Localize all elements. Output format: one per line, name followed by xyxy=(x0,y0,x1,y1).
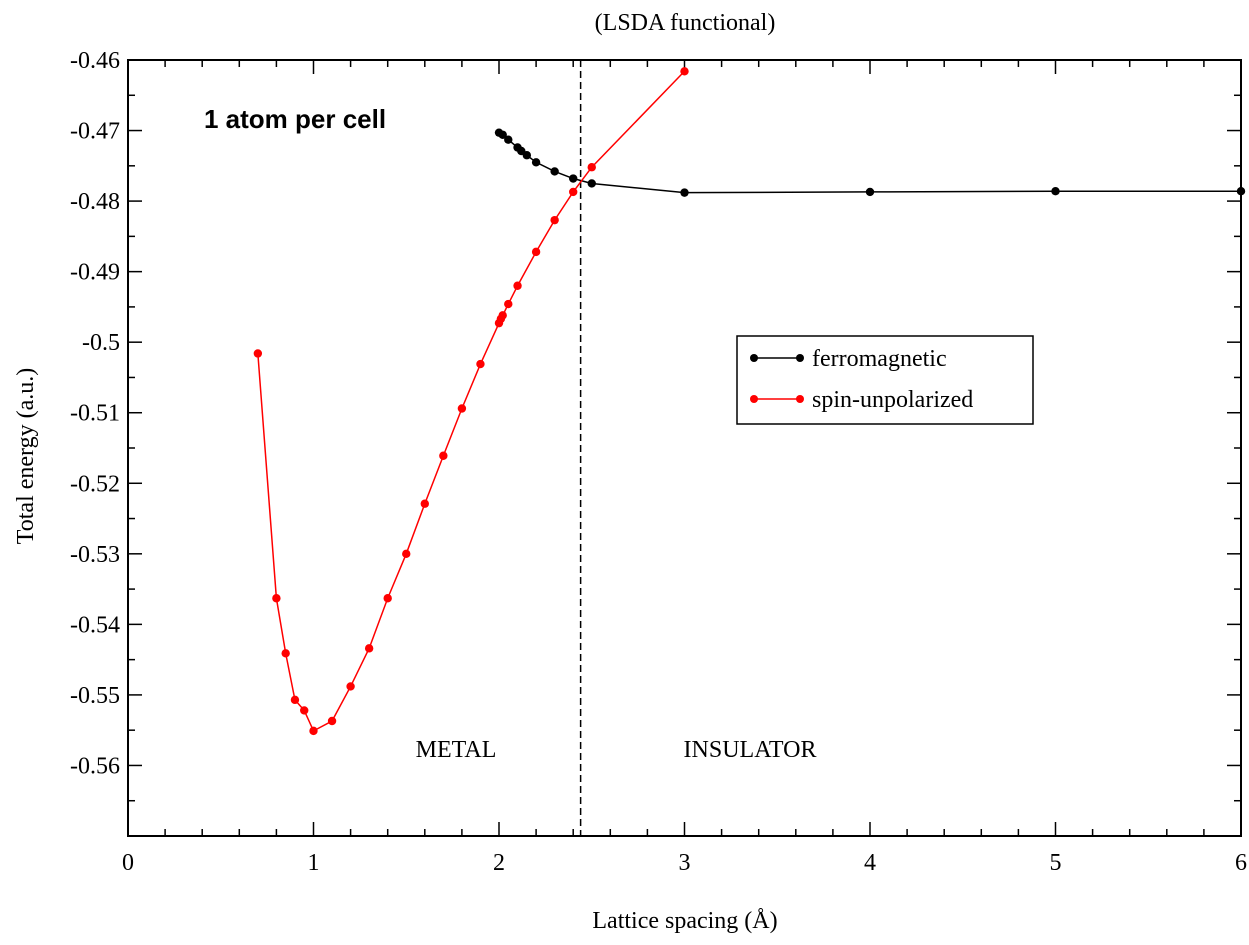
data-point-series-0 xyxy=(522,151,532,160)
plot-area: 0 1 2 3 4 5 6 -0.46 -0.47 -0.48 -0.49 -0.5 -0.51 -0.5… xyxy=(70,48,1247,876)
legend: ferromagnetic spin-unpolarized xyxy=(736,335,1034,425)
data-point-series-1 xyxy=(550,215,559,225)
x-tick-label: 2 xyxy=(493,850,505,876)
data-point-series-1 xyxy=(498,311,507,320)
y-tick-label: -0.49 xyxy=(70,260,120,286)
data-point-series-0 xyxy=(498,130,507,139)
legend-box xyxy=(736,335,1034,425)
y-tick-label: -0.54 xyxy=(70,612,120,638)
data-point-series-1 xyxy=(476,359,485,369)
data-point-series-1 xyxy=(402,549,411,559)
y-tick-label: -0.48 xyxy=(70,189,120,215)
data-point-series-1 xyxy=(290,695,300,705)
data-point-series-0 xyxy=(569,174,578,183)
series-line-0 xyxy=(498,132,1241,194)
data-point-series-1 xyxy=(531,247,541,257)
x-tick-label: 0 xyxy=(122,850,134,876)
data-point-series-0 xyxy=(550,167,559,176)
data-point-series-1 xyxy=(439,451,448,460)
data-point-series-1 xyxy=(457,404,467,413)
y-axis-label: Total energy (a.u.) xyxy=(13,368,39,544)
data-point-series-1 xyxy=(504,299,513,309)
series-line-1 xyxy=(257,70,686,732)
y-tick-label: -0.47 xyxy=(70,119,120,145)
data-point-series-0 xyxy=(587,179,596,188)
data-point-series-1 xyxy=(569,187,578,197)
data-point-series-1 xyxy=(364,644,374,653)
plot-frame xyxy=(127,59,1242,837)
data-point-series-0 xyxy=(1236,187,1246,196)
chart-title: (LSDA functional) xyxy=(595,10,776,36)
y-tick-label: -0.52 xyxy=(70,471,120,497)
x-axis-label: Lattice spacing (Å) xyxy=(592,908,777,934)
annotation-cell-count: 1 atom per cell xyxy=(204,104,386,134)
y-tick-label: -0.5 xyxy=(82,330,120,356)
data-point-series-1 xyxy=(383,594,392,603)
x-tick-label: 4 xyxy=(864,850,876,876)
x-tick-label: 3 xyxy=(679,850,691,876)
legend-marker-spin-unpolarized xyxy=(750,395,758,403)
data-point-series-1 xyxy=(420,499,429,508)
y-tick-label: -0.51 xyxy=(70,401,120,427)
data-point-series-1 xyxy=(253,349,263,358)
data-point-series-1 xyxy=(680,67,689,76)
data-point-series-0 xyxy=(504,135,513,144)
y-tick-label: -0.46 xyxy=(70,48,120,74)
y-tick-label: -0.55 xyxy=(70,683,120,709)
data-point-series-1 xyxy=(309,726,318,736)
data-point-series-1 xyxy=(281,649,290,658)
data-point-series-1 xyxy=(513,281,522,290)
legend-label-ferromagnetic: ferromagnetic xyxy=(812,346,947,372)
x-tick-label: 6 xyxy=(1235,850,1247,876)
y-tick-label: -0.53 xyxy=(70,542,120,568)
data-point-series-0 xyxy=(1051,187,1060,196)
legend-marker-ferromagnetic-end xyxy=(796,354,804,362)
legend-marker-spin-unpolarized-end xyxy=(796,395,804,403)
data-point-series-1 xyxy=(272,594,281,603)
data-point-series-1 xyxy=(587,163,596,172)
x-tick-label: 1 xyxy=(308,850,320,876)
data-point-series-1 xyxy=(346,682,355,691)
x-tick-label: 5 xyxy=(1050,850,1062,876)
data-point-series-0 xyxy=(680,188,689,197)
y-tick-label: -0.56 xyxy=(70,753,120,779)
data-point-series-1 xyxy=(300,706,309,715)
annotation-metal: METAL xyxy=(416,737,497,763)
legend-label-spin-unpolarized: spin-unpolarized xyxy=(812,387,973,413)
annotation-insulator: INSULATOR xyxy=(684,737,817,763)
legend-marker-ferromagnetic xyxy=(750,354,758,362)
data-point-series-0 xyxy=(531,158,541,167)
data-point-series-0 xyxy=(865,187,875,197)
data-point-series-1 xyxy=(327,716,337,726)
